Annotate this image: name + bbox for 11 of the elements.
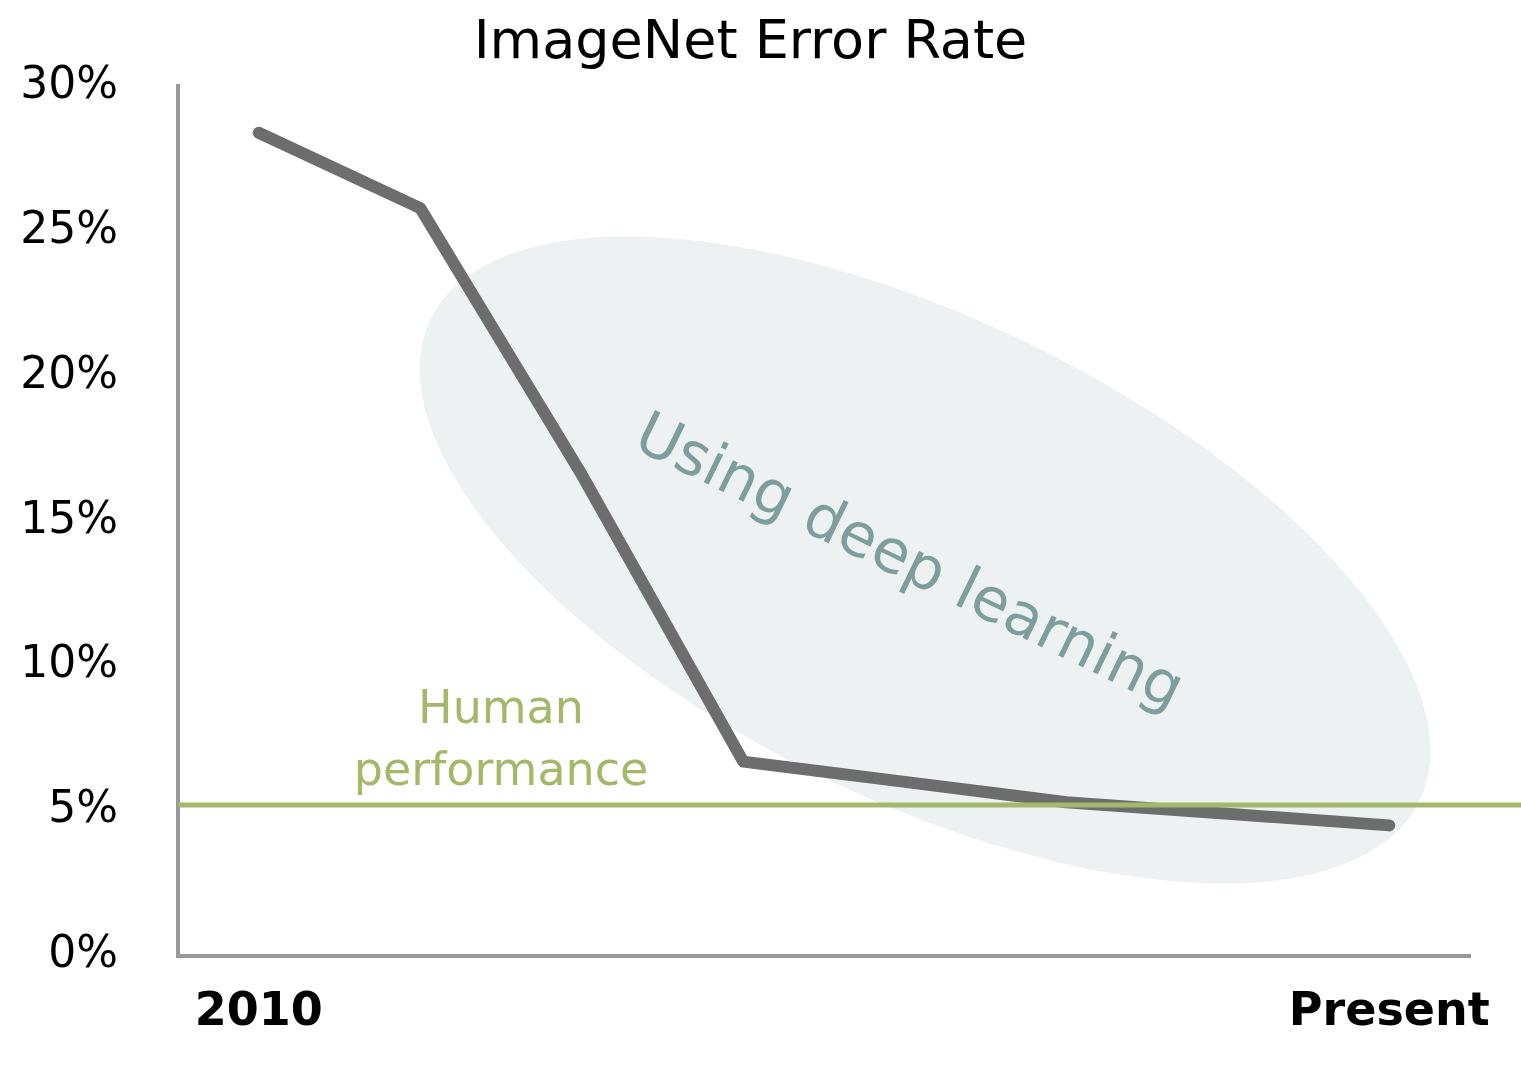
y-tick-label: 10% <box>20 636 118 688</box>
y-tick-label: 25% <box>20 201 118 253</box>
y-tick-label: 20% <box>20 346 118 398</box>
x-tick-label: 2010 <box>194 982 323 1037</box>
y-tick-label: 0% <box>48 926 118 978</box>
y-tick-label: 15% <box>20 491 118 543</box>
ref-line-label: Human performance <box>353 680 649 797</box>
x-tick-label: Present <box>1288 982 1490 1037</box>
chart-title: ImageNet Error Rate <box>473 8 1028 72</box>
y-tick-label: 5% <box>48 781 118 833</box>
y-tick-label: 30% <box>20 56 118 108</box>
